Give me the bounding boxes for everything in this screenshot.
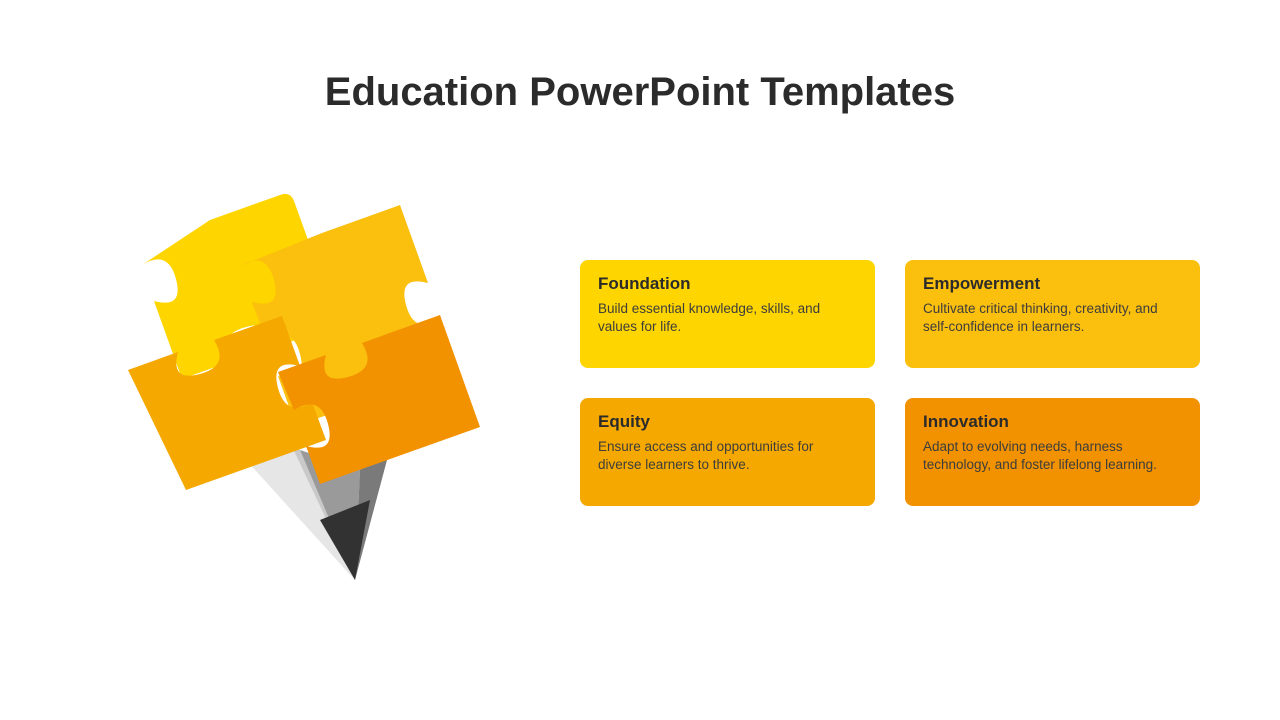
card-body: Adapt to evolving needs, harness technol…	[923, 438, 1182, 474]
card-innovation: Innovation Adapt to evolving needs, harn…	[905, 398, 1200, 506]
pencil-puzzle-graphic	[100, 190, 500, 610]
card-body: Ensure access and opportunities for dive…	[598, 438, 857, 474]
card-body: Cultivate critical thinking, creativity,…	[923, 300, 1182, 336]
card-foundation: Foundation Build essential knowledge, sk…	[580, 260, 875, 368]
pencil-puzzle-svg	[100, 190, 500, 610]
card-title: Equity	[598, 412, 857, 432]
slide-title: Education PowerPoint Templates	[0, 70, 1280, 115]
card-empowerment: Empowerment Cultivate critical thinking,…	[905, 260, 1200, 368]
card-title: Foundation	[598, 274, 857, 294]
card-body: Build essential knowledge, skills, and v…	[598, 300, 857, 336]
card-title: Empowerment	[923, 274, 1182, 294]
card-title: Innovation	[923, 412, 1182, 432]
cards-grid: Foundation Build essential knowledge, sk…	[580, 260, 1200, 506]
card-equity: Equity Ensure access and opportunities f…	[580, 398, 875, 506]
